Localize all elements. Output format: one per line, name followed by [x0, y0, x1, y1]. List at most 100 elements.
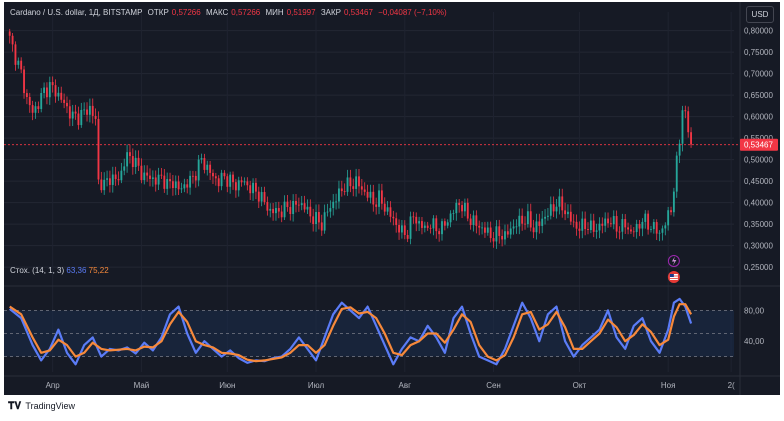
time-axis-tick: Авг [399, 381, 412, 390]
close-value: 0,53467 [343, 8, 373, 17]
candle-body [441, 221, 443, 235]
candle-body [446, 222, 449, 226]
candle-body [378, 190, 380, 207]
candle-body [280, 211, 283, 218]
candle-body [25, 93, 28, 97]
candle-body [363, 189, 366, 192]
candle-body [335, 201, 338, 203]
price-axis-tick: 0,65000 [744, 91, 773, 100]
candle-body [664, 225, 667, 229]
candle-body [303, 203, 306, 210]
candle-body [607, 218, 609, 224]
candle-body [289, 207, 292, 215]
candle-body [80, 109, 83, 126]
candle-body [194, 175, 197, 181]
candle-body [297, 204, 300, 206]
candle-body [589, 220, 592, 231]
time-axis-tick: Апр [46, 381, 61, 390]
candle-body [232, 174, 234, 183]
stoch-label[interactable]: Стох. (14, 1, 3) [10, 266, 65, 275]
candle-body [46, 87, 48, 98]
candle-body [592, 220, 595, 232]
candle-body [97, 118, 100, 180]
stoch-axis-tick: 40,00 [744, 337, 765, 346]
chart-area[interactable]: 0,80000 0,75000 0,70000 0,65000 0,60000 0,550… [4, 2, 780, 395]
candle-body [681, 110, 684, 144]
price-axis-tick: 0,80000 [744, 27, 773, 36]
candle-body [518, 215, 521, 227]
candle-body [151, 177, 154, 179]
price-chart[interactable]: 0,80000 0,75000 0,70000 0,65000 0,60000 0,550… [4, 2, 780, 395]
candle-body [234, 182, 237, 191]
candle-body [249, 185, 252, 194]
price-axis-tick: 0,25000 [744, 263, 773, 272]
candle-body [549, 204, 552, 216]
candle-body [498, 226, 501, 236]
candle-body [561, 196, 564, 211]
candle-body [83, 109, 86, 111]
candle-body [343, 191, 346, 192]
candle-body [383, 203, 386, 212]
candle-body [418, 221, 421, 224]
candle-body [484, 227, 486, 233]
candle-body [575, 221, 578, 229]
candle-body [68, 106, 71, 119]
candle-body [163, 175, 166, 189]
currency-button[interactable]: USD [746, 6, 774, 23]
candle-body [154, 177, 157, 185]
candle-body [257, 191, 260, 202]
candle-body [358, 176, 360, 187]
candle-body [263, 192, 266, 203]
candle-body [108, 178, 111, 185]
candle-body [455, 202, 458, 214]
candle-body [435, 218, 438, 232]
candle-body [526, 211, 529, 225]
tradingview-logo-icon[interactable]: 𝐓𝐕 [8, 401, 22, 412]
candle-body [77, 113, 80, 126]
stoch-d-line [9, 303, 693, 363]
candle-body [186, 184, 189, 188]
candle-body [564, 210, 567, 215]
candle-body [509, 228, 512, 235]
candle-body [203, 158, 206, 170]
candle-body [206, 164, 209, 170]
candle-body [37, 106, 40, 110]
candle-body [295, 200, 297, 205]
candle-body [86, 109, 88, 115]
candle-body [243, 181, 246, 183]
candle-body [552, 204, 555, 212]
candle-body [146, 172, 149, 176]
candle-body [11, 35, 14, 45]
candle-body [226, 176, 229, 187]
candle-body [635, 224, 638, 233]
candle-body [380, 190, 383, 204]
high-value: 0,57266 [231, 8, 261, 17]
candle-body [63, 99, 66, 103]
candle-body [544, 216, 546, 219]
candle-body [23, 69, 25, 94]
candle-body [240, 180, 243, 183]
candle-body [123, 166, 126, 171]
candle-body [538, 221, 541, 226]
candle-body [355, 176, 358, 189]
candle-body [129, 152, 131, 157]
candle-body [200, 158, 203, 160]
candle-body [174, 181, 177, 189]
candle-body [169, 179, 171, 182]
candle-body [375, 204, 378, 207]
candle-body [501, 235, 504, 240]
candle-body [14, 44, 17, 65]
candle-body [66, 102, 68, 107]
candle-body [40, 92, 43, 110]
candle-body [386, 207, 389, 212]
chart-header: Cardano / U.S. dollar, 1Д, BITSTAMP ОТКР… [10, 8, 450, 17]
candle-body [429, 227, 432, 229]
candle-body [252, 182, 254, 194]
tradingview-label[interactable]: TradingView [25, 401, 75, 411]
symbol-label[interactable]: Cardano / U.S. dollar, 1Д, BITSTAMP [10, 8, 143, 17]
candle-body [292, 200, 295, 215]
candle-body [690, 132, 692, 145]
candle-body [34, 106, 37, 113]
price-axis-tick: 0,50000 [744, 156, 773, 165]
candle-body [492, 238, 495, 242]
